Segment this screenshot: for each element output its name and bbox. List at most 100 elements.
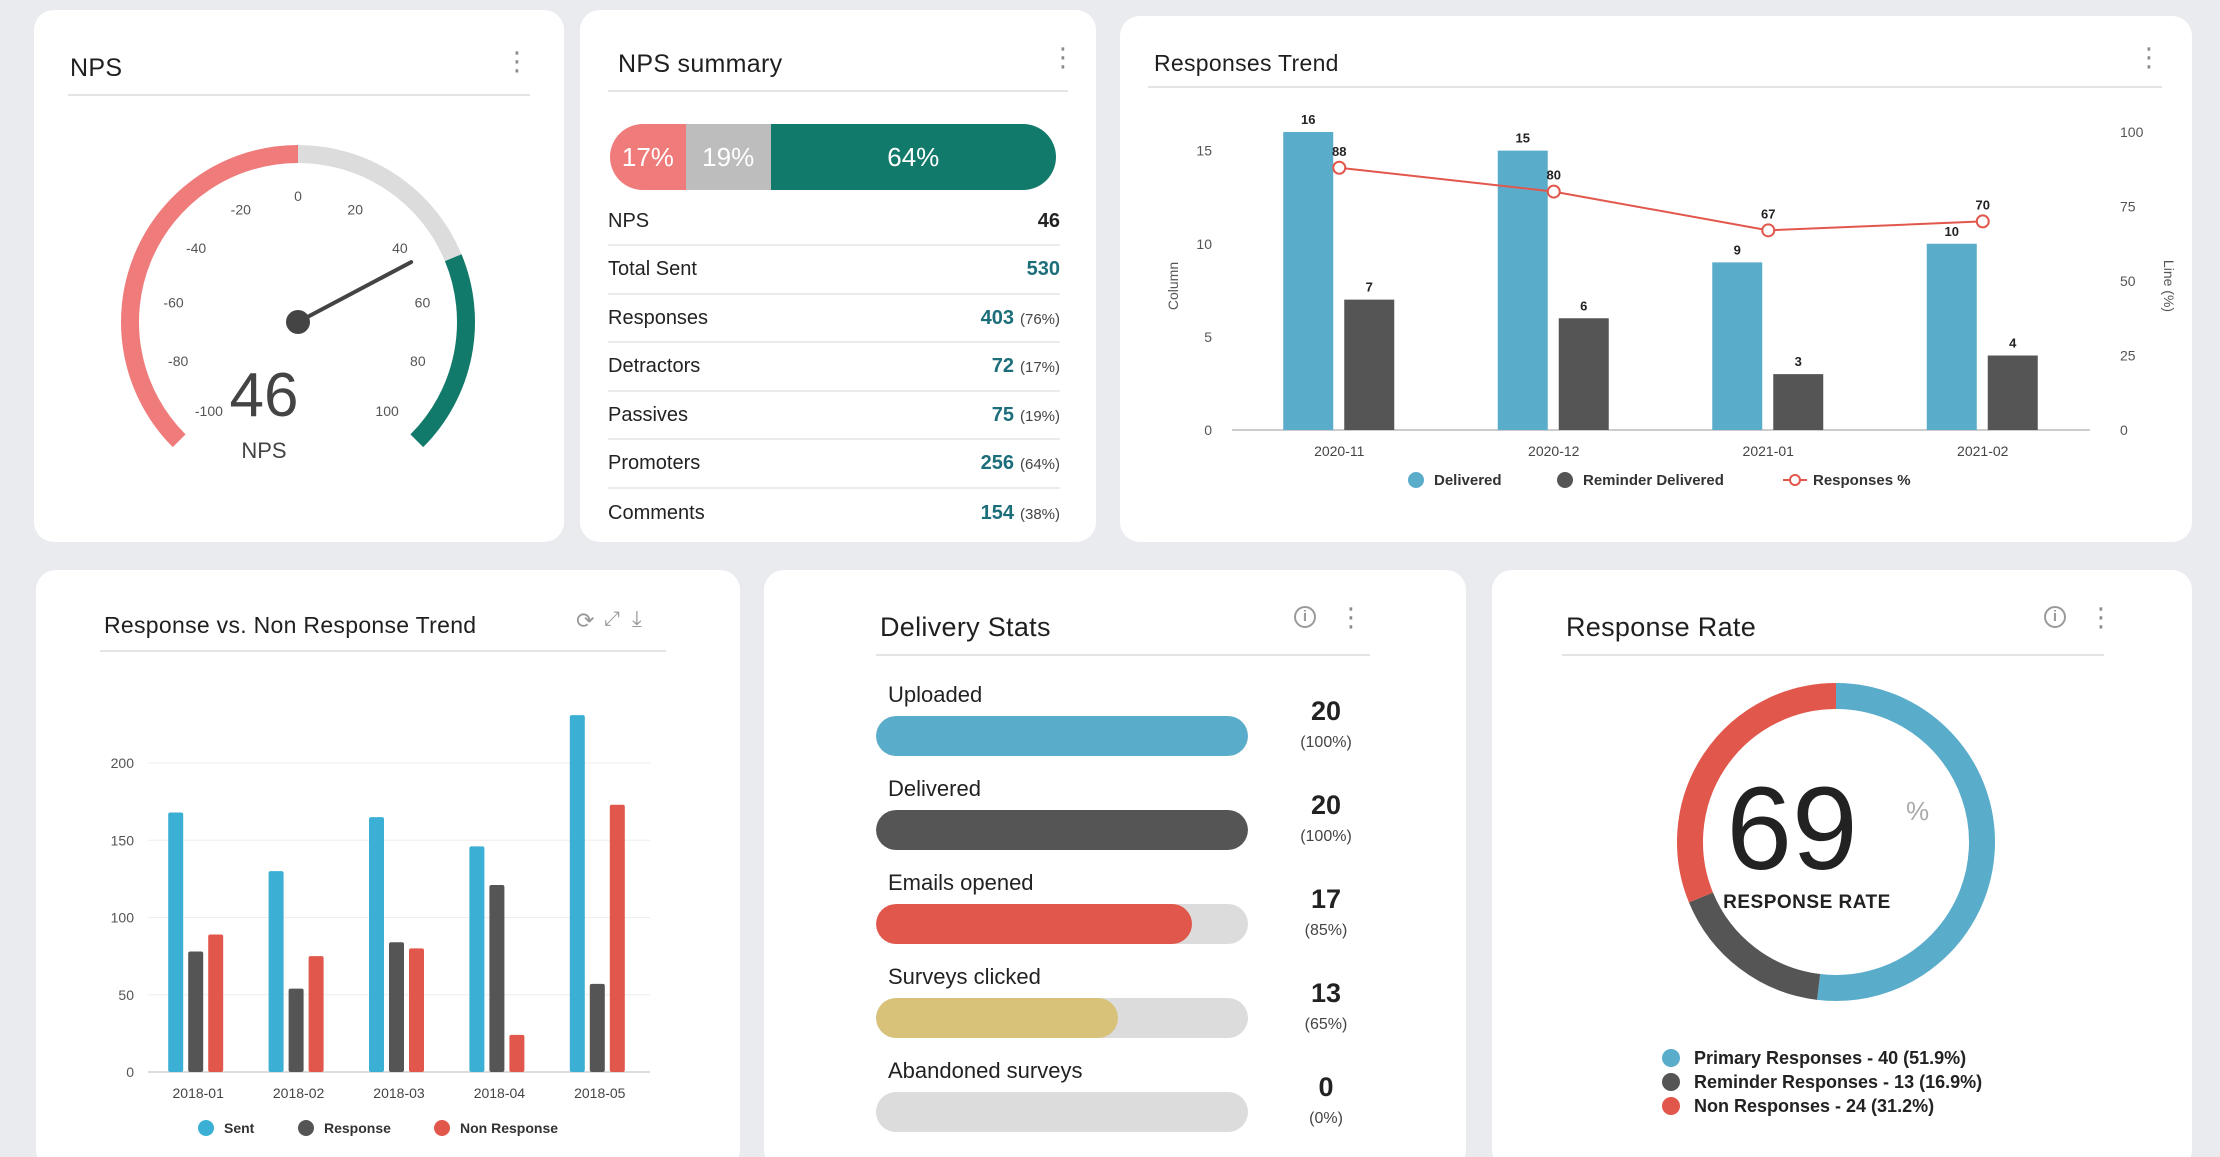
delivery-stat-label: Surveys clicked [888,964,1041,989]
nps-divider [68,94,530,96]
delivery-stat-bar-fill [876,716,1248,756]
summary-row-value: 403 (76%) [980,306,1060,329]
trend-bar-reminder-delivered [1558,318,1609,430]
summary-row: Passives 75 (19%) [608,392,1060,440]
nps-bar-segment: 17% [610,124,686,190]
response-rate-donut [1677,683,1995,1001]
gauge-tick-label: -80 [168,353,188,369]
summary-row-label: Total Sent [608,258,697,280]
expand-icon[interactable]: ⤢ [604,608,620,630]
nps-distribution-bar: 17% 19% 64% [610,124,1056,190]
delivery-stat-value: 13 [1310,978,1342,1008]
refresh-icon[interactable]: ⟳ [576,608,595,633]
trend-bar-label: 16 [1301,112,1315,127]
legend-dot [1662,1073,1680,1091]
responses-trend-menu-icon[interactable]: ⋮ [2136,42,2162,72]
delivery-stat-bar-fill [876,810,1248,850]
trend-x-tick: 2021-02 [1957,443,2009,459]
delivery-stat-percent: (0%) [1309,1110,1343,1127]
trend-y2-tick: 75 [2120,199,2136,215]
trend-y-tick: 0 [1204,422,1212,438]
delivery-stats-menu-icon[interactable]: ⋮ [1338,602,1364,632]
trend-x-tick: 2021-01 [1743,443,1795,459]
trend2-y-tick: 0 [126,1064,134,1080]
delivery-stat-percent: (65%) [1304,1016,1348,1033]
delivery-stat-percent: (85%) [1304,922,1348,939]
summary-row-value: 72 (17%) [991,355,1060,377]
download-icon[interactable]: ⤓ [632,606,642,631]
nps-menu-icon[interactable]: ⋮ [504,46,530,76]
summary-row-value: 530 [1026,258,1060,280]
nps-summary-menu-icon[interactable]: ⋮ [1050,42,1076,72]
trend2-bar-response [389,942,404,1072]
trend2-bar-response [589,983,605,1072]
legend-text: Primary Responses - 40 (51.9%) [1694,1047,1967,1068]
response-trend2-divider [100,650,666,652]
nps-score-label: NPS [241,438,287,463]
nps-bar-segment: 64% [770,124,1056,190]
response-rate-legend-item: Primary Responses - 40 (51.9%) [1662,1046,1982,1070]
delivery-stat-bar [876,904,1248,944]
gauge-tick-label: -100 [195,403,223,419]
gauge-tick-label: 100 [375,403,399,419]
legend-dot [1662,1049,1680,1067]
trend-bar-delivered [1712,262,1763,430]
response-rate-legend-item: Non Responses - 24 (31.2%) [1662,1094,1982,1118]
trend2-bar-sent [569,715,585,1072]
responses-trend-chart: 0 5 10 15 0 25 50 75 100 Column Line (%) 16 7 2020-11… [1165,112,2177,489]
summary-row-value: 75 (19%) [991,403,1060,426]
delivery-stat-percent: (100%) [1300,734,1352,751]
trend-bar-reminder-delivered [1344,299,1395,430]
trend-y2-tick: 25 [2120,348,2136,364]
responses-trend-title: Responses Trend [1154,50,1339,76]
delivery-stats-info-icon[interactable]: i [1294,606,1316,628]
delivery-stat-percent: (100%) [1300,828,1352,845]
response-rate-legend-item: Reminder Responses - 13 (16.9%) [1662,1070,1982,1094]
summary-row-value: 154 (38%) [980,501,1060,524]
donut-slice-reminder-responses [1688,892,1821,1000]
response-rate-menu-icon[interactable]: ⋮ [2088,602,2114,632]
trend2-x-tick: 2018-03 [373,1085,425,1101]
trend-y2-label: Line (%) [2161,260,2177,312]
legend-text: Reminder Responses - 13 (16.9%) [1694,1071,1983,1092]
trend2-x-tick: 2018-01 [173,1085,225,1101]
gauge-tick-label: -60 [163,294,183,310]
trend2-bar-response [188,951,204,1072]
trend-bar-label: 7 [1366,280,1373,295]
summary-row: Detractors 72 (17%) [608,344,1060,392]
gauge-detractor-arc [121,145,299,448]
trend2-legend-marker [198,1120,214,1136]
response-vs-non-response-card: Response vs. Non Response Trend ⟳ ⤢ ⤓ 0 5… [36,570,740,1157]
delivery-stat-value: 20 [1310,696,1342,726]
gauge-needle [296,260,414,324]
trend2-bar-sent [168,812,184,1072]
delivery-stat-label: Emails opened [888,870,1034,895]
summary-row: Total Sent 530 [608,247,1060,295]
response-rate-value: 69 [1726,763,1858,895]
trend2-bar-non-response [609,804,625,1072]
trend-y-tick: 10 [1196,236,1212,252]
nps-summary-title: NPS summary [618,50,783,78]
gauge-tick-label: -20 [231,202,251,218]
trend-bar-label: 3 [1795,354,1802,369]
delivery-stats-title: Delivery Stats [880,612,1051,642]
trend2-legend-label: Non Response [460,1120,558,1136]
response-rate-info-icon[interactable]: i [2044,606,2066,628]
gauge-tick-label: 80 [410,353,426,369]
delivery-stat-bar [876,716,1248,756]
trend-legend-marker [1789,474,1801,486]
response-trend2-chart: 0 50 100 150 200 2018-01 2018-02 2018-03 2018-04… [111,715,650,1136]
gauge-needle-hub [286,310,310,334]
response-rate-label: RESPONSE RATE [1723,892,1891,913]
trend-line-point [1332,160,1347,175]
trend-line-point [1546,184,1561,199]
trend2-bar-non-response [308,956,324,1072]
trend-line-point [1761,223,1776,238]
trend-responses-line [1339,166,1983,232]
trend2-legend-marker [434,1120,450,1136]
trend-x-tick: 2020-12 [1528,443,1580,459]
trend-legend-label: Reminder Delivered [1583,472,1724,489]
trend2-bar-non-response [208,934,224,1072]
delivery-stat-bar [876,1092,1248,1132]
summary-row-percent: (38%) [1019,505,1060,523]
